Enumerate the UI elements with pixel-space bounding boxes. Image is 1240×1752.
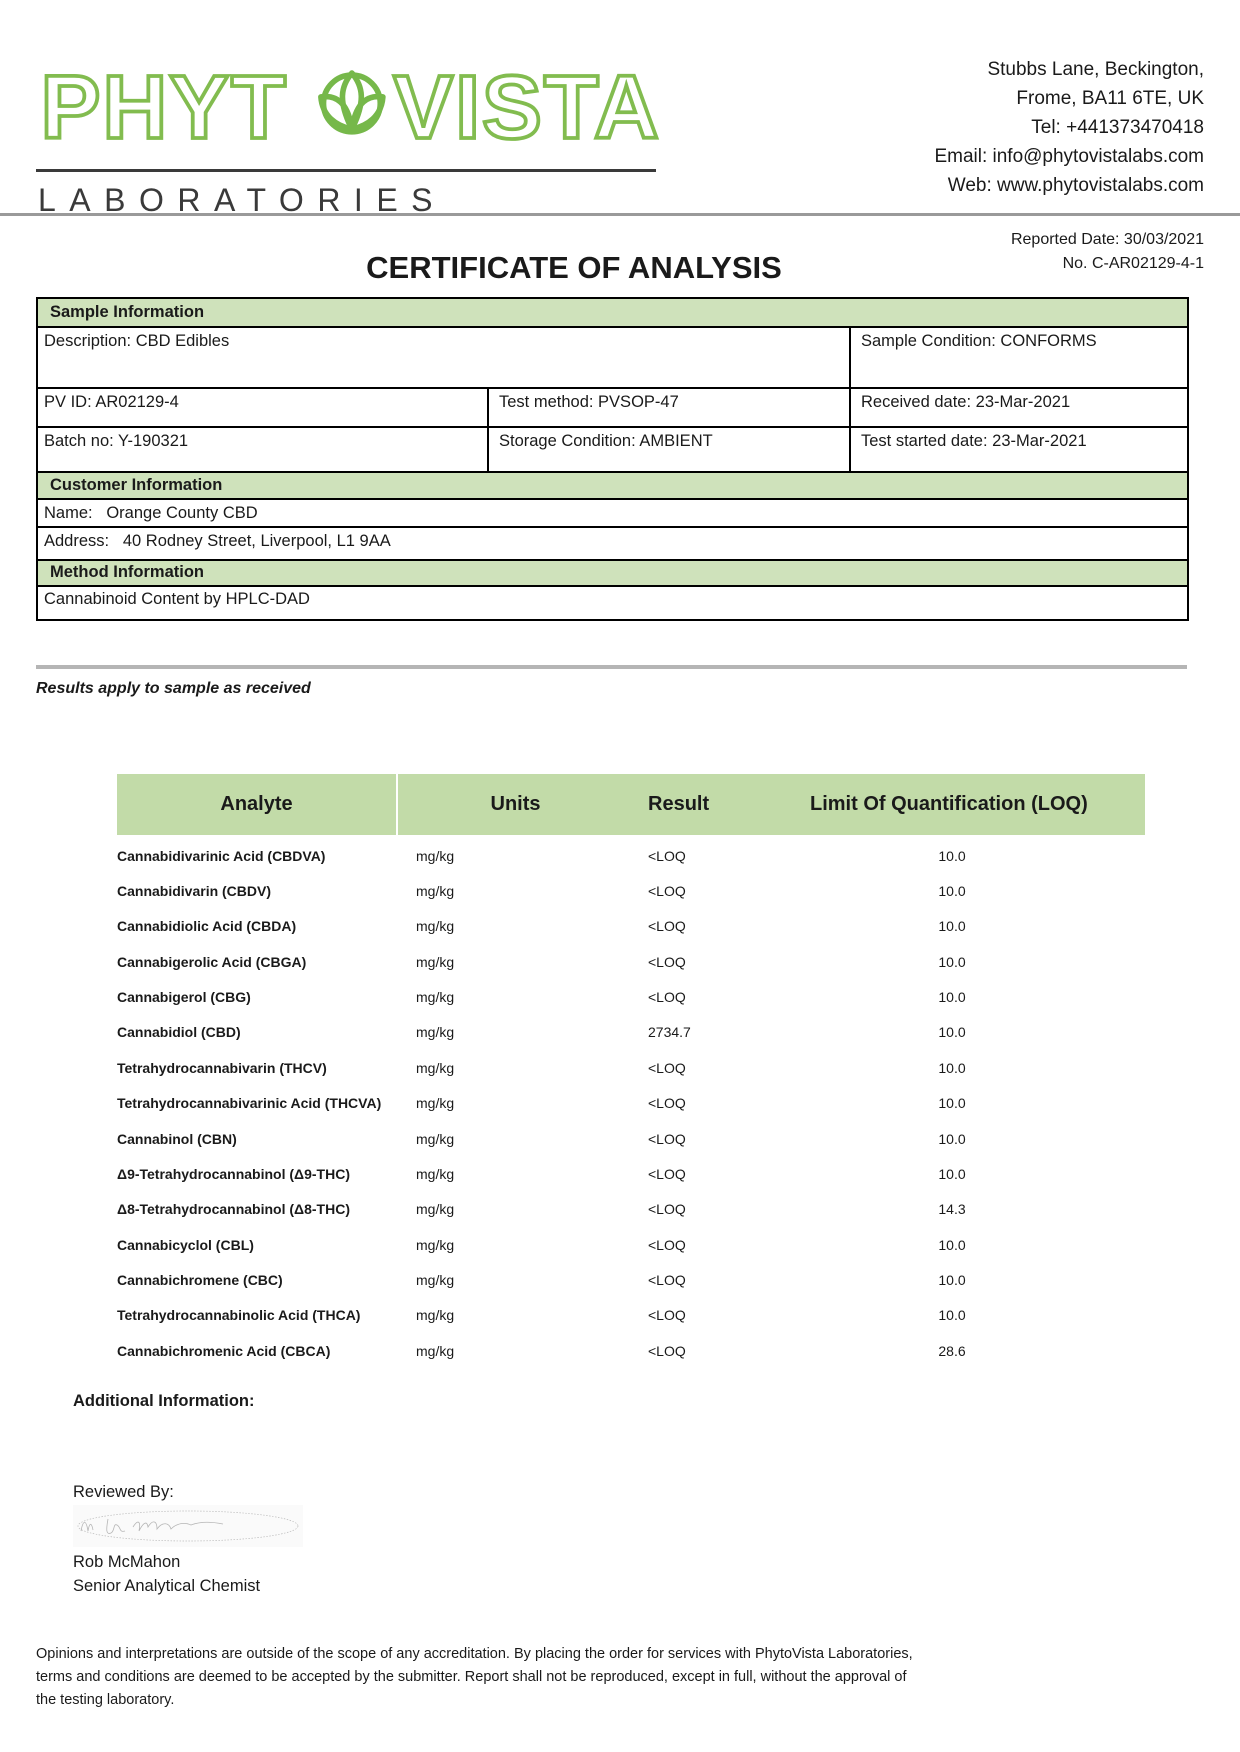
svg-text:PHYT: PHYT xyxy=(41,58,288,158)
svg-text:VISTA: VISTA xyxy=(393,58,660,158)
